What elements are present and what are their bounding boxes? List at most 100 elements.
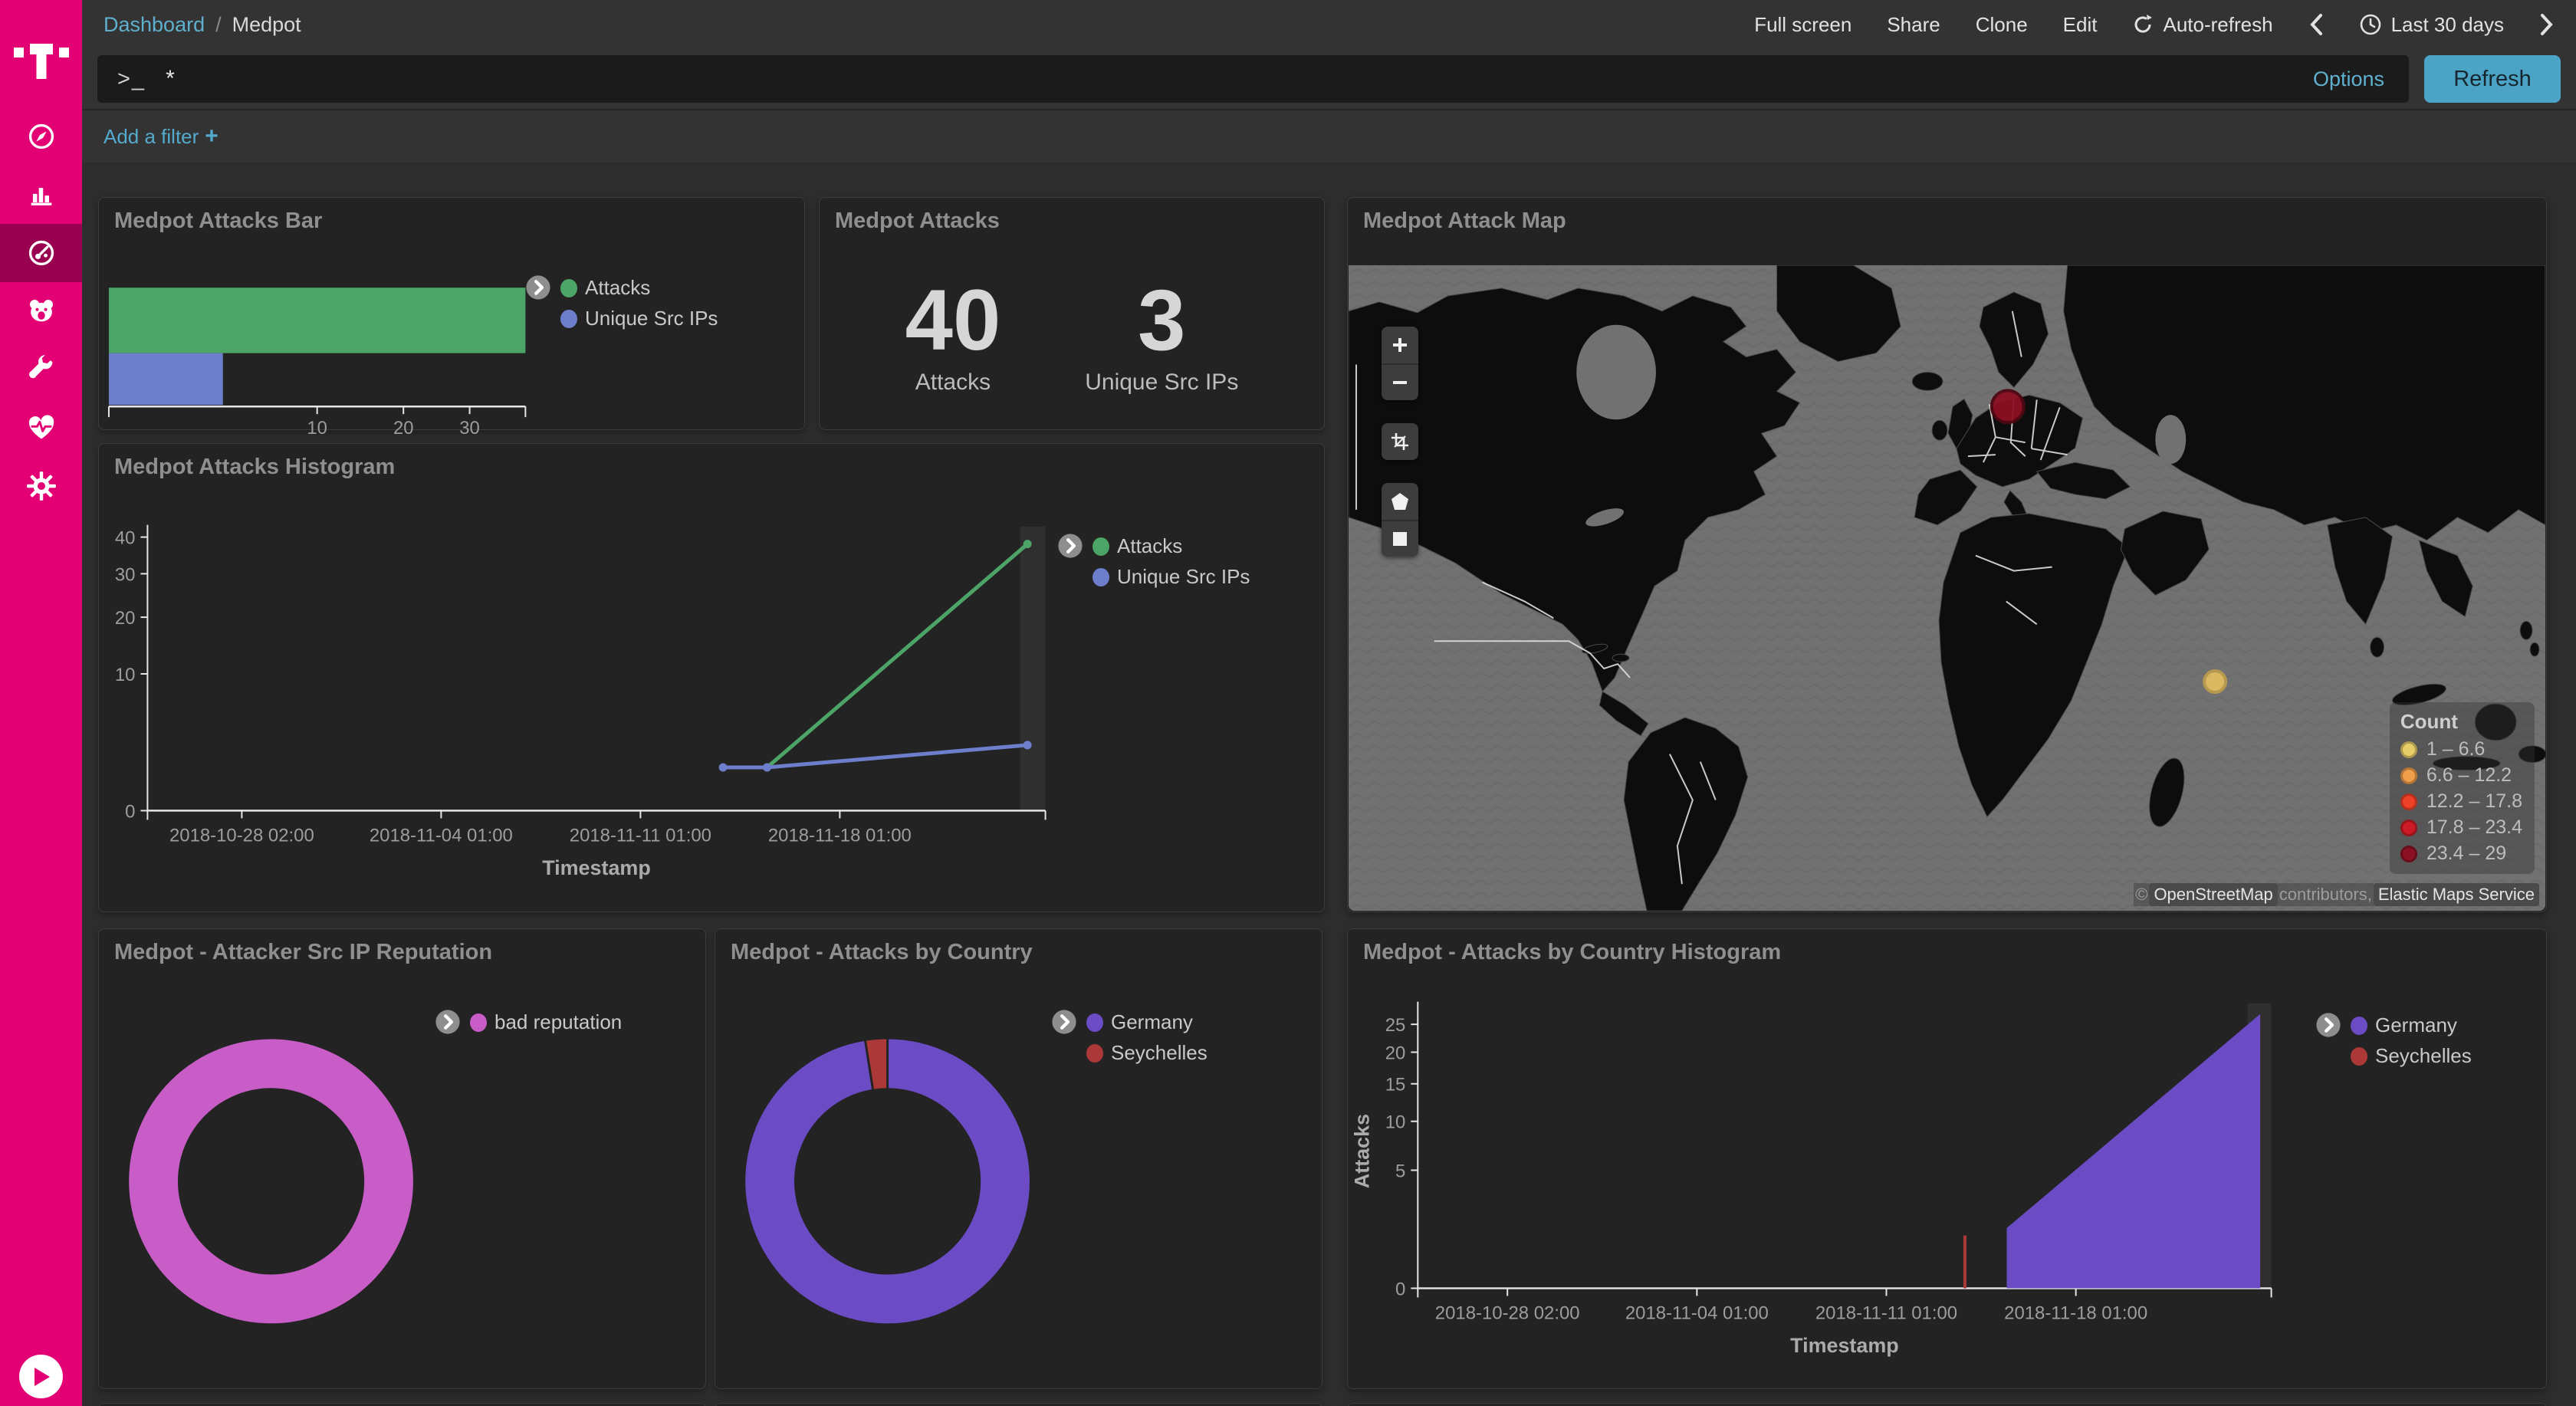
sidebar-nav [0,107,82,515]
plus-icon: + [205,123,219,149]
attacks-bar-legend: Attacks Unique Src IPs [525,274,718,330]
map-legend-item: 1 – 6.6 [2400,738,2522,760]
legend-color-dot [560,309,577,328]
hudson-bay [1576,324,1656,420]
query-input[interactable]: >_ * Options [97,55,2409,103]
clone-button[interactable]: Clone [1975,12,2028,36]
breadcrumb: Dashboard / Medpot [104,13,301,37]
map-controls [1382,327,1418,580]
refresh-button[interactable]: Refresh [2424,55,2561,103]
chevron-left-icon [2309,14,2322,35]
se-asia [2418,539,2473,618]
svg-text:2018-11-18 01:00: 2018-11-18 01:00 [768,825,912,846]
legend-item[interactable]: Attacks [560,276,718,300]
map-draw-rectangle-button[interactable] [1382,520,1418,557]
legend-expand-button[interactable] [1057,533,1083,559]
map-draw-polygon-button[interactable] [1382,483,1418,520]
legend-expand-button[interactable] [1051,1009,1077,1035]
telekom-logo[interactable] [0,15,82,92]
panel-title: Medpot Attacks Bar [114,209,323,233]
auto-refresh-button[interactable]: Auto-refresh [2132,13,2273,37]
legend-expand-button[interactable] [2315,1012,2341,1038]
attack-point-seychelles[interactable] [2203,669,2228,695]
breadcrumb-dashboard-link[interactable]: Dashboard [104,12,205,36]
svg-text:2018-11-04 01:00: 2018-11-04 01:00 [370,825,513,846]
sidebar-item-discover[interactable] [0,107,82,166]
collapse-nav-button[interactable] [19,1355,63,1398]
attacks-histogram-legend: Attacks Unique Src IPs [1057,534,1250,589]
legend-item[interactable]: Unique Src IPs [1092,565,1250,589]
legend-item[interactable]: Seychelles [1086,1041,1208,1065]
svg-text:2018-11-11 01:00: 2018-11-11 01:00 [570,825,711,846]
gauge-icon [28,240,54,266]
legend-expand-icon [526,275,550,300]
attacks-histogram-chart[interactable]: 0 10 20 30 40 2018-10-28 02:00 2018-11-04 01:0… [99,444,1324,912]
map-legend-color-dot [2400,741,2417,758]
svg-text:30: 30 [115,564,136,585]
share-button[interactable]: Share [1887,12,1940,36]
attribution-text: contributors, [2277,883,2374,906]
chevron-right-icon [2541,14,2553,35]
legend-item[interactable]: Seychelles [2351,1044,2472,1068]
sumatra [2391,683,2446,706]
plus-icon [1393,338,1407,352]
query-prompt-icon: >_ [117,66,146,91]
sidebar-item-monitoring[interactable] [0,399,82,457]
legend-item[interactable]: Unique Src IPs [560,307,718,330]
sidebar-item-dev-tools[interactable] [0,340,82,399]
map-zoom-in-button[interactable] [1382,327,1418,363]
legend-expand-button[interactable] [435,1009,461,1035]
copyright-symbol: © [2134,883,2150,906]
sidebar-item-visualize[interactable] [0,166,82,224]
arabia [2120,511,2210,596]
map-zoom-out-button[interactable] [1382,363,1418,400]
legend-label: Seychelles [1111,1041,1208,1064]
legend-item[interactable]: Attacks [1092,534,1250,558]
full-screen-button[interactable]: Full screen [1754,12,1852,36]
edit-button[interactable]: Edit [2062,12,2098,36]
legend-item[interactable]: Germany [2351,1013,2472,1037]
query-value: * [166,66,175,91]
sidebar-item-management[interactable] [0,457,82,515]
refresh-arrow-icon [2134,15,2153,33]
panel-title: Medpot - Attacks by Country [731,940,1033,964]
map-legend-color-dot [2400,819,2417,836]
time-back-button[interactable] [2308,13,2324,36]
legend-item[interactable]: bad reputation [470,1010,622,1034]
svg-text:20: 20 [1385,1043,1406,1063]
reputation-donut-chart[interactable] [99,929,705,1388]
query-options-link[interactable]: Options [2312,67,2384,90]
attacks-bar-chart[interactable]: 10 20 30 [99,198,804,439]
ems-link[interactable]: Elastic Maps Service [2373,883,2539,906]
play-icon [34,1367,50,1386]
legend-color-dot [2351,1016,2367,1035]
legend-color-dot [2351,1046,2367,1066]
metric-value: 40 [905,272,1001,368]
legend-expand-icon [435,1010,460,1034]
time-forward-button[interactable] [2539,13,2555,36]
osm-link[interactable]: OpenStreetMap [2149,883,2278,906]
add-filter-link[interactable]: Add a filter + [104,123,219,149]
map-fit-bounds-button[interactable] [1382,423,1418,460]
country-donut-chart[interactable] [715,929,1322,1388]
sidebar-item-dashboard[interactable] [0,224,82,282]
attack-point-germany[interactable] [1990,389,2026,425]
sidebar-item-tpot-bear[interactable] [0,282,82,340]
legend-label: Unique Src IPs [585,307,718,330]
svg-text:30: 30 [459,418,480,439]
madagascar [2149,757,2185,827]
caspian-sea [2155,415,2187,465]
legend-color-dot [470,1013,487,1032]
country-histogram-chart[interactable]: 0 5 10 15 20 25 2018-10-28 02:00 2018-11-04 01:… [1348,929,2546,1388]
panel-country-donut: Medpot - Attacks by Country Germany Seych… [715,928,1322,1389]
top-navbar: Dashboard / Medpot Full screen Share Clo… [82,0,2576,49]
scandinavia [1979,291,2049,389]
panel-attacks-histogram: Medpot Attacks Histogram 0 10 20 30 40 2018-1… [98,443,1325,912]
panel-attacks-bar: Medpot Attacks Bar 10 20 30 Attacks Unique … [98,197,805,439]
legend-expand-button[interactable] [525,274,551,301]
legend-item[interactable]: Germany [1086,1010,1208,1034]
time-picker-button[interactable]: Last 30 days [2359,13,2504,37]
map-legend-range: 23.4 – 29 [2426,843,2507,864]
world-map-canvas[interactable] [1349,265,2545,911]
world-map[interactable]: Count 1 – 6.6 6.6 – 12.2 12.2 – 17.8 17.8 –… [1349,265,2545,911]
